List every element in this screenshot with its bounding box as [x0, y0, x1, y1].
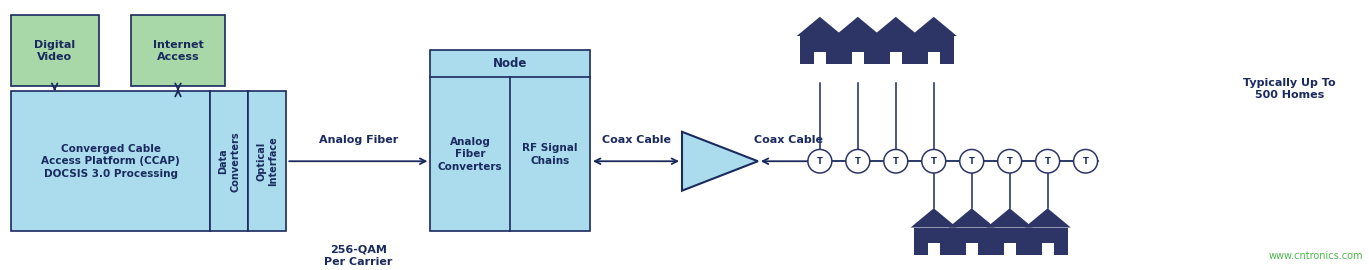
Text: T: T [893, 157, 898, 166]
Bar [928, 52, 939, 63]
Circle shape [808, 150, 832, 173]
Circle shape [884, 150, 908, 173]
Text: Node: Node [493, 57, 527, 70]
Bar [11, 91, 211, 231]
Text: www.cntronics.com: www.cntronics.com [1269, 251, 1364, 261]
Text: T: T [1006, 157, 1013, 166]
Circle shape [960, 150, 984, 173]
Bar [838, 36, 878, 63]
Text: Analog
Fiber
Converters: Analog Fiber Converters [438, 137, 502, 172]
Text: RF Signal
Chains: RF Signal Chains [523, 143, 578, 166]
Polygon shape [682, 132, 758, 191]
Bar [799, 36, 839, 63]
Bar [1028, 228, 1068, 255]
Polygon shape [797, 17, 843, 36]
Polygon shape [835, 17, 882, 36]
Bar [951, 228, 991, 255]
Bar [990, 228, 1029, 255]
Circle shape [1035, 150, 1060, 173]
Bar [130, 15, 226, 86]
Text: Internet
Access: Internet Access [152, 40, 204, 62]
Text: T: T [931, 157, 936, 166]
Bar [913, 228, 954, 255]
Text: 256-QAM
Per Carrier: 256-QAM Per Carrier [324, 245, 393, 267]
Text: Optical
Interface: Optical Interface [256, 136, 279, 186]
Circle shape [921, 150, 946, 173]
Bar [913, 36, 954, 63]
Bar [965, 244, 977, 255]
Text: Converged Cable
Access Platform (CCAP)
DOCSIS 3.0 Processing: Converged Cable Access Platform (CCAP) D… [41, 144, 179, 179]
Text: T: T [817, 157, 823, 166]
Text: Typically Up To
500 Homes: Typically Up To 500 Homes [1243, 78, 1336, 100]
Text: Data
Converters: Data Converters [218, 131, 241, 191]
Bar [876, 36, 916, 63]
Bar [890, 52, 902, 63]
Polygon shape [910, 17, 957, 36]
Polygon shape [872, 17, 919, 36]
Text: Analog Fiber: Analog Fiber [319, 135, 398, 145]
Polygon shape [987, 208, 1032, 228]
Text: T: T [854, 157, 861, 166]
Bar [1042, 244, 1054, 255]
Bar [813, 52, 826, 63]
Text: T: T [1045, 157, 1050, 166]
Bar [11, 15, 99, 86]
Text: Coax Cable: Coax Cable [601, 135, 671, 145]
Bar [430, 50, 590, 231]
Bar [211, 91, 248, 231]
Polygon shape [949, 208, 995, 228]
Bar [928, 244, 939, 255]
Polygon shape [1024, 208, 1071, 228]
Bar [248, 91, 286, 231]
Polygon shape [910, 208, 957, 228]
Text: T: T [1083, 157, 1088, 166]
Circle shape [1073, 150, 1098, 173]
Bar [852, 52, 864, 63]
Text: Coax Cable: Coax Cable [754, 135, 823, 145]
Circle shape [846, 150, 869, 173]
Text: T: T [969, 157, 975, 166]
Circle shape [998, 150, 1021, 173]
Text: Digital
Video: Digital Video [34, 40, 75, 62]
Bar [1003, 244, 1016, 255]
